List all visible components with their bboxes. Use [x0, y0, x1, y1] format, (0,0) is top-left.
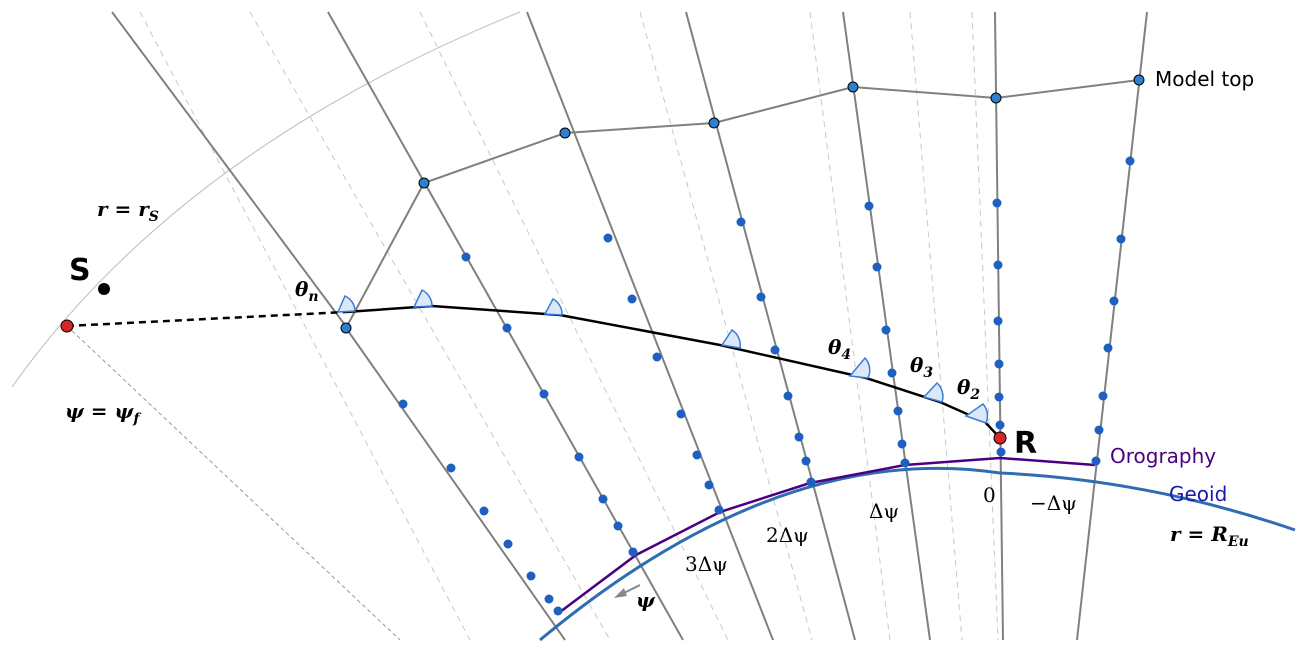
theta-2-sub: 2 [969, 387, 980, 403]
source-radius-arc [11, 11, 521, 388]
theta-2-label: θ [957, 375, 971, 399]
svg-text:θn: θn [295, 277, 319, 305]
r-s-sub: S [149, 209, 159, 225]
receiver-label: R [1014, 426, 1037, 461]
half-step-lines [139, 11, 999, 641]
theta-3-label: θ [910, 353, 924, 377]
psi-f-line [66, 325, 401, 641]
ray-path [345, 304, 1001, 439]
theta-n-sub: n [308, 289, 318, 305]
theta-3-sub: 3 [923, 365, 933, 381]
receiver-point [993, 431, 1007, 445]
svg-text:θ3: θ3 [910, 353, 933, 381]
psi-label: ψ [636, 588, 656, 612]
angle-markers [336, 288, 989, 424]
ray-dashed [66, 310, 347, 328]
three-dpsi-label: 3Δψ [685, 552, 728, 576]
svg-text:ψ = ψf: ψ = ψf [65, 399, 142, 427]
svg-text:θ4: θ4 [828, 335, 851, 363]
svg-text:r = rS: r = rS [97, 197, 159, 225]
source-point [98, 283, 110, 295]
geoid-label: Geoid [1169, 482, 1227, 506]
theta-4-sub: 4 [841, 347, 851, 363]
psi-f-label: ψ = ψ [65, 399, 135, 423]
svg-text:r = REu: r = REu [1170, 522, 1249, 550]
model-top-line [345, 79, 1140, 329]
source-label: S [69, 253, 91, 288]
level-dots [398, 156, 1135, 616]
dpsi-label: Δψ [869, 499, 899, 523]
r-eu-label: r = R [1170, 522, 1228, 546]
model-top-label: Model top [1155, 67, 1254, 91]
r-eu-sub: Eu [1227, 534, 1249, 550]
two-dpsi-label: 2Δψ [766, 523, 809, 547]
source-projection [60, 319, 74, 333]
geoid-curve [539, 466, 1296, 642]
zero-label: 0 [983, 483, 996, 507]
psi-f-sub: f [132, 411, 142, 427]
grid-lines [111, 11, 1148, 641]
orography-label: Orography [1110, 444, 1216, 468]
minus-dpsi-label: −Δψ [1030, 491, 1077, 515]
model-top-nodes [340, 74, 1145, 334]
svg-text:θ2: θ2 [957, 375, 980, 403]
r-s-label: r = r [97, 197, 150, 221]
psi-arrowhead [614, 588, 627, 598]
theta-4-label: θ [828, 335, 842, 359]
theta-n-label: θ [295, 277, 309, 301]
